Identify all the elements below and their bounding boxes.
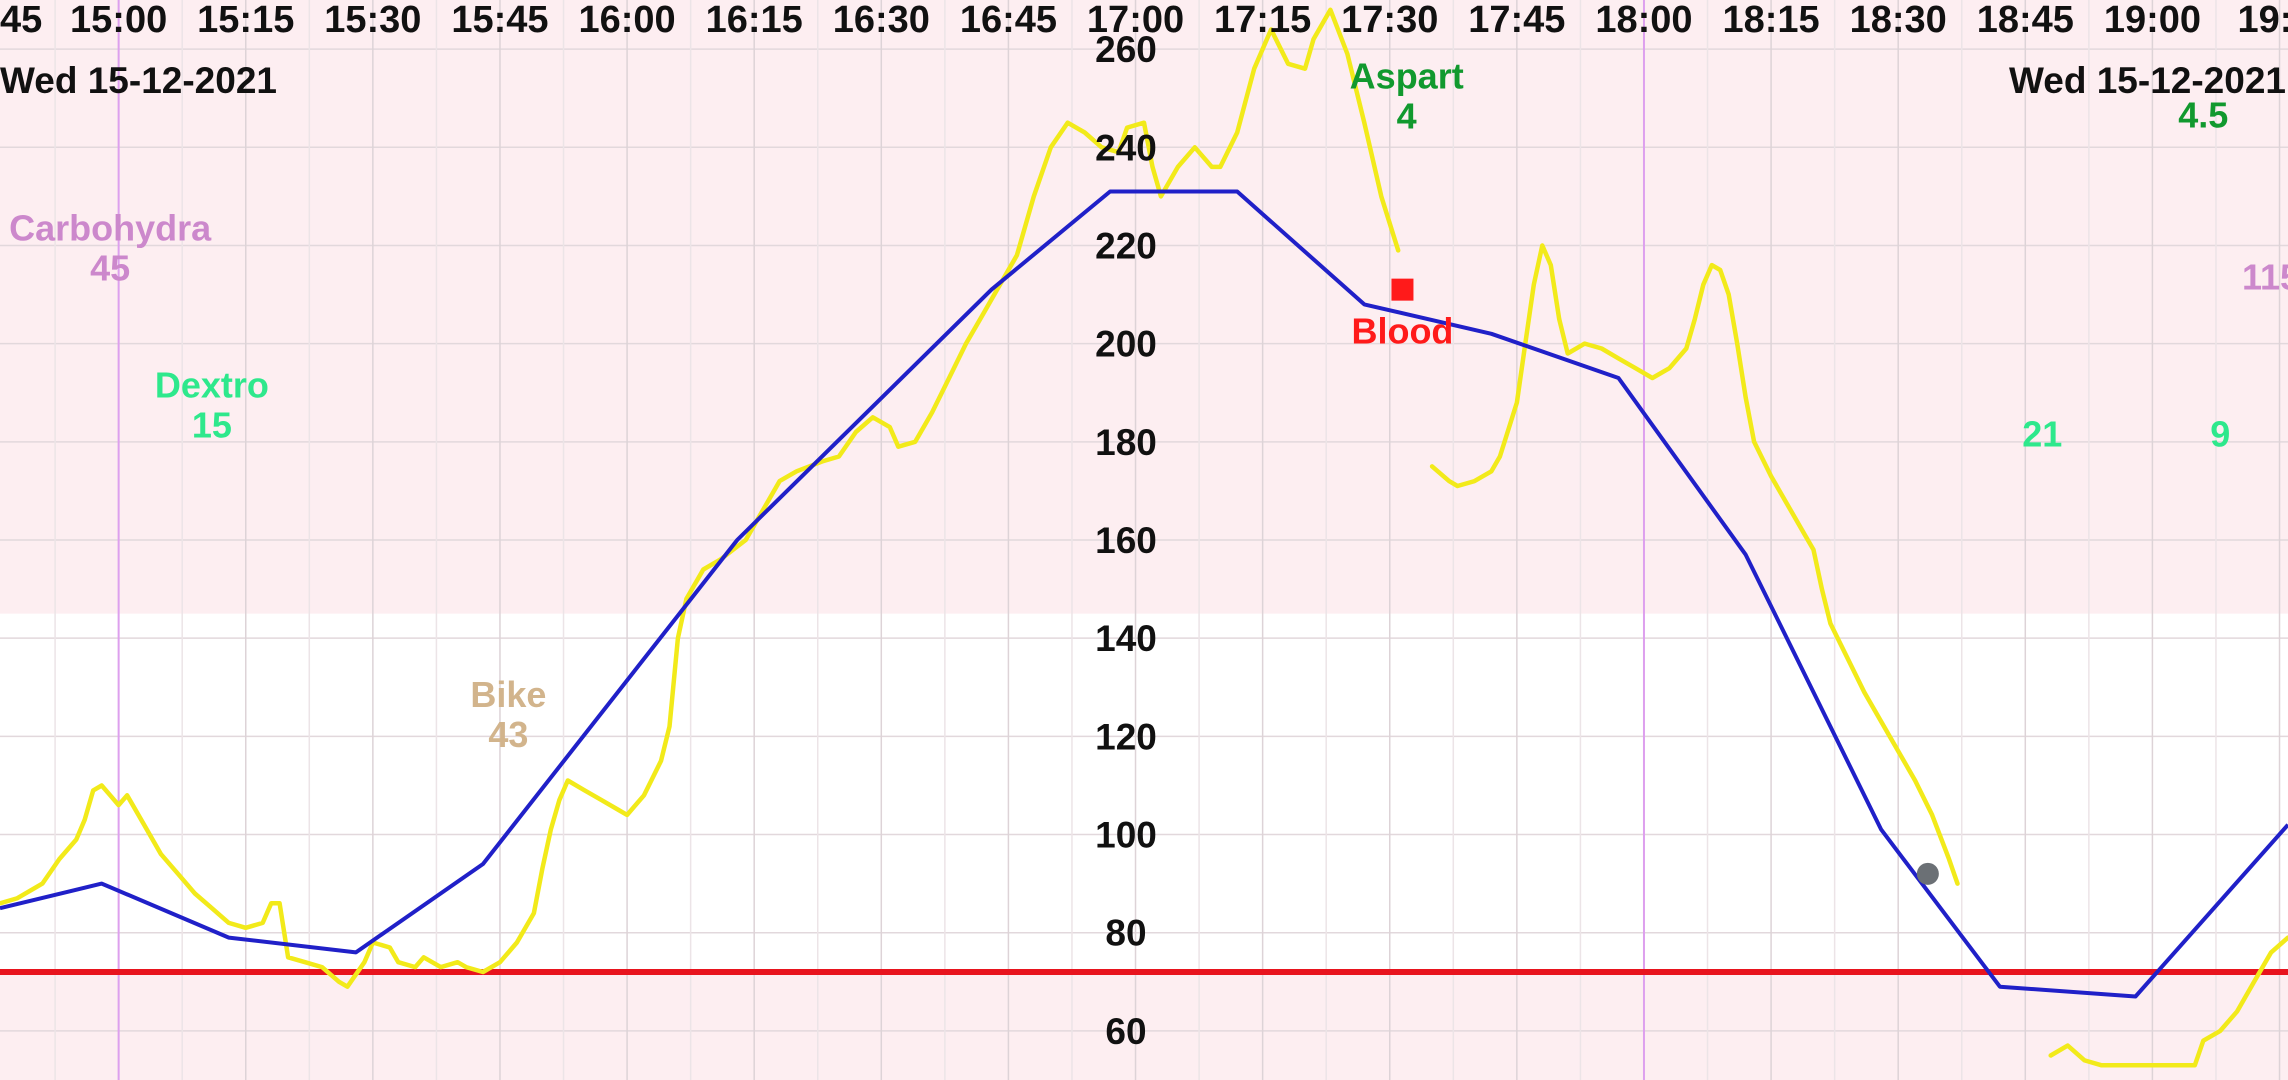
y-tick-label: 240	[1095, 127, 1157, 168]
y-tick-label: 100	[1095, 815, 1157, 856]
x-tick-label: 17:30	[1341, 0, 1438, 41]
annotation-label: 9	[2210, 414, 2230, 455]
x-tick-label: 18:00	[1595, 0, 1692, 41]
annotation-label: 21	[2022, 414, 2062, 455]
x-tick-label: 16:45	[960, 0, 1057, 41]
x-tick-label: 15:00	[70, 0, 167, 41]
x-tick-label: 17:45	[1468, 0, 1565, 41]
y-tick-label: 160	[1095, 520, 1157, 561]
blood-test-marker[interactable]	[1391, 279, 1413, 301]
x-tick-label: 45	[0, 0, 42, 41]
x-tick-label: 16:15	[706, 0, 803, 41]
annotation-label: 4.5	[2178, 95, 2228, 136]
y-tick-label: 180	[1095, 422, 1157, 463]
date-label: Wed 15-12-2021	[0, 60, 277, 101]
x-tick-label: 18:15	[1722, 0, 1819, 41]
annotation-label: Bike 43	[470, 674, 546, 755]
y-tick-label: 80	[1105, 913, 1146, 954]
y-tick-label: 200	[1095, 324, 1157, 365]
y-tick-label: 60	[1105, 1011, 1146, 1052]
x-axis-ticks: 45 15:00 15:15 15:30 15:45 16:00 16:15 16:30 16:…	[0, 0, 2288, 41]
x-tick-label: 16:00	[578, 0, 675, 41]
x-tick-label: 15:45	[451, 0, 548, 41]
x-tick-label: 18:30	[1850, 0, 1947, 41]
x-tick-label: 15:15	[197, 0, 294, 41]
x-tick-label: 19:1	[2238, 0, 2288, 41]
date-label: Wed 15-12-2021	[2009, 60, 2286, 101]
y-tick-label: 140	[1095, 618, 1157, 659]
y-tick-label: 220	[1095, 225, 1157, 266]
annotation-label: Blood	[1351, 311, 1453, 352]
x-tick-label: 15:30	[324, 0, 421, 41]
x-tick-label: 17:15	[1214, 0, 1311, 41]
x-tick-label: 16:30	[833, 0, 930, 41]
annotation-label: 115	[2242, 257, 2288, 298]
y-tick-label: 120	[1095, 716, 1157, 757]
x-tick-label: 18:45	[1977, 0, 2074, 41]
reading-dot[interactable]	[1917, 863, 1939, 885]
x-tick-label: 17:00	[1087, 0, 1184, 41]
x-tick-label: 19:00	[2104, 0, 2201, 41]
